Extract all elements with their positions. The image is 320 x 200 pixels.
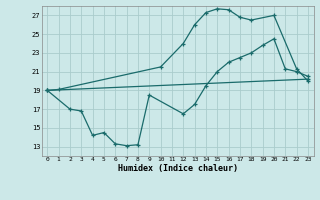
X-axis label: Humidex (Indice chaleur): Humidex (Indice chaleur)	[118, 164, 237, 173]
